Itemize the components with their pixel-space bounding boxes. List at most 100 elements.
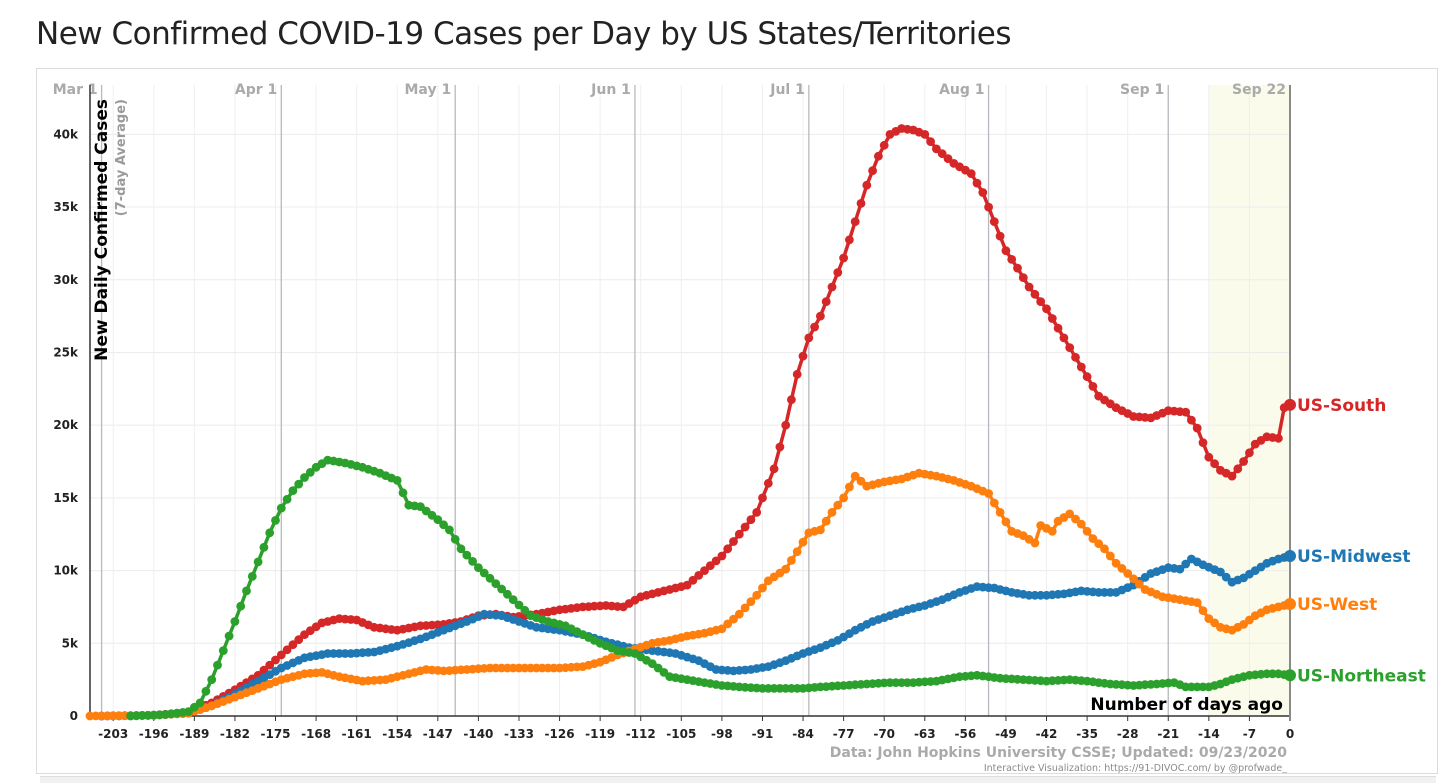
data-point (729, 537, 738, 546)
x-tick-label: -105 (666, 727, 696, 741)
x-tick-label: -119 (585, 727, 615, 741)
y-tick-label: 40k (53, 127, 79, 141)
data-point (1187, 415, 1196, 425)
data-point (224, 631, 234, 641)
data-point (879, 140, 889, 150)
page-title: New Confirmed COVID-19 Cases per Day by … (36, 16, 1012, 52)
data-point (729, 614, 738, 624)
data-point (734, 529, 744, 539)
data-point (705, 561, 715, 571)
data-point (265, 660, 275, 670)
x-tick-label: -154 (382, 727, 412, 741)
data-point (816, 525, 825, 535)
data-point (937, 149, 947, 159)
date-marker-label: Apr 1 (235, 82, 277, 98)
data-point (479, 568, 489, 578)
data-point (781, 420, 791, 430)
x-tick-label: -112 (626, 727, 656, 741)
data-point (1065, 509, 1075, 519)
data-point (792, 369, 802, 379)
date-marker-label: Mar 1 (53, 82, 98, 98)
series-line (101, 126, 1291, 718)
data-point (1082, 372, 1092, 382)
y-tick-label: 15k (53, 491, 79, 505)
data-point (1123, 569, 1133, 578)
data-point (1239, 457, 1248, 466)
data-point (966, 169, 976, 178)
data-point (874, 151, 883, 161)
data-point (758, 583, 767, 593)
y-tick-label: 20k (53, 418, 79, 432)
data-point (1245, 448, 1254, 458)
data-point (445, 525, 454, 535)
data-point (282, 494, 292, 504)
data-point (862, 180, 872, 190)
data-point (1227, 471, 1237, 481)
data-point (787, 556, 796, 565)
date-marker-label: Jun 1 (590, 82, 631, 98)
data-point (1076, 519, 1086, 529)
data-point (433, 515, 443, 525)
data-point (827, 508, 837, 517)
grid-lines (90, 85, 1291, 717)
data-point (1088, 382, 1098, 391)
series-label: US-Northeast (1297, 666, 1426, 686)
data-point (763, 478, 773, 488)
data-point (288, 640, 298, 650)
data-point (984, 489, 993, 498)
date-marker-label: Sep 22 (1232, 82, 1286, 98)
data-point (682, 580, 692, 590)
data-point (439, 520, 448, 530)
data-point (758, 493, 767, 503)
data-point (868, 166, 877, 176)
data-point (1210, 459, 1219, 469)
x-tick-label: -49 (995, 727, 1017, 741)
data-point (236, 601, 246, 611)
x-tick-label: -147 (423, 727, 453, 741)
covid-cases-line-chart: 0 5k 10k 15k 20k 25k 30k 35k 40k -203 -196 -189 -182… (53, 82, 1426, 774)
data-point (1076, 362, 1086, 372)
data-point (943, 154, 953, 163)
data-point (230, 617, 240, 626)
data-point (723, 544, 733, 554)
data-point (1088, 534, 1098, 543)
data-point (1105, 551, 1115, 561)
data-point (1216, 567, 1225, 577)
data-point (1018, 273, 1028, 282)
data-point (271, 655, 280, 665)
date-marker-label: May 1 (405, 82, 452, 98)
data-point (700, 566, 709, 575)
data-point (282, 645, 292, 655)
data-point (734, 609, 744, 619)
x-tick-label: -56 (955, 727, 977, 741)
date-marker-label: Jul 1 (769, 82, 805, 98)
data-point (1082, 526, 1092, 536)
series-end-marker (1284, 550, 1296, 563)
data-point (821, 297, 831, 306)
x-tick-label: -84 (792, 727, 814, 741)
data-point (1001, 246, 1011, 256)
x-tick-label: -203 (98, 727, 128, 741)
x-tick-label: -91 (752, 727, 774, 741)
data-point (752, 590, 762, 600)
data-point (798, 351, 808, 361)
data-point (856, 476, 866, 486)
x-tick-label: -126 (545, 727, 575, 741)
x-tick-label: 0 (1286, 727, 1294, 741)
date-marker-label: Aug 1 (939, 82, 984, 98)
y-tick-label: 35k (53, 200, 79, 214)
data-point (294, 479, 304, 489)
data-point (242, 586, 251, 596)
data-point (926, 137, 935, 146)
data-point (1233, 464, 1243, 474)
data-point (1221, 572, 1231, 582)
data-point (1192, 423, 1202, 433)
data-point (1042, 304, 1051, 314)
y-axis-label: New Daily Confirmed Cases (92, 99, 112, 361)
data-point (694, 571, 704, 580)
data-point (746, 597, 756, 606)
data-point (1071, 352, 1080, 362)
x-tick-label: -42 (1036, 727, 1058, 741)
data-point (1204, 452, 1214, 462)
data-point (839, 253, 848, 263)
